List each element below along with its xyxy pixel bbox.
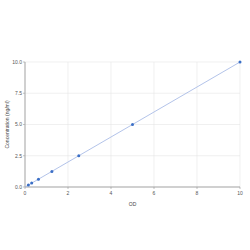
grid-line [154, 62, 155, 187]
data-point [30, 182, 33, 185]
grid-line [111, 62, 112, 187]
grid-line [25, 187, 240, 188]
grid-line [240, 62, 241, 187]
tick-label: 6 [153, 190, 156, 196]
grid-line [25, 124, 240, 125]
y-axis [25, 62, 26, 187]
tick-label: 8 [196, 190, 199, 196]
grid-line [25, 62, 26, 187]
x-axis-label: OD [129, 201, 137, 207]
tick-label: 0.0 [15, 184, 22, 190]
data-point [27, 184, 30, 187]
grid-line [68, 62, 69, 187]
data-point [77, 154, 80, 157]
tick-label: 7.5 [15, 90, 22, 96]
grid-line [25, 155, 240, 156]
data-point [131, 123, 134, 126]
chart: 0.0 2.5 5.0 7.5 10.0 0 2 4 6 8 10 OD Concentration (… [0, 0, 250, 250]
grid-line [25, 62, 240, 63]
tick-label: 2.5 [15, 153, 22, 159]
data-point [239, 61, 242, 64]
y-axis-label: Concentration (ng/ml) [4, 100, 10, 148]
data-point [37, 178, 40, 181]
tick-label: 10.0 [12, 59, 22, 65]
tick-label: 0 [24, 190, 27, 196]
tick-label: 5.0 [15, 121, 22, 127]
tick-label: 4 [110, 190, 113, 196]
x-axis [25, 187, 240, 188]
tick-label: 2 [67, 190, 70, 196]
data-point [50, 170, 53, 173]
plot-area [25, 61, 242, 188]
grid-line [197, 62, 198, 187]
tick-label: 10 [237, 190, 243, 196]
fit-line [25, 62, 240, 187]
grid-line [25, 93, 240, 94]
